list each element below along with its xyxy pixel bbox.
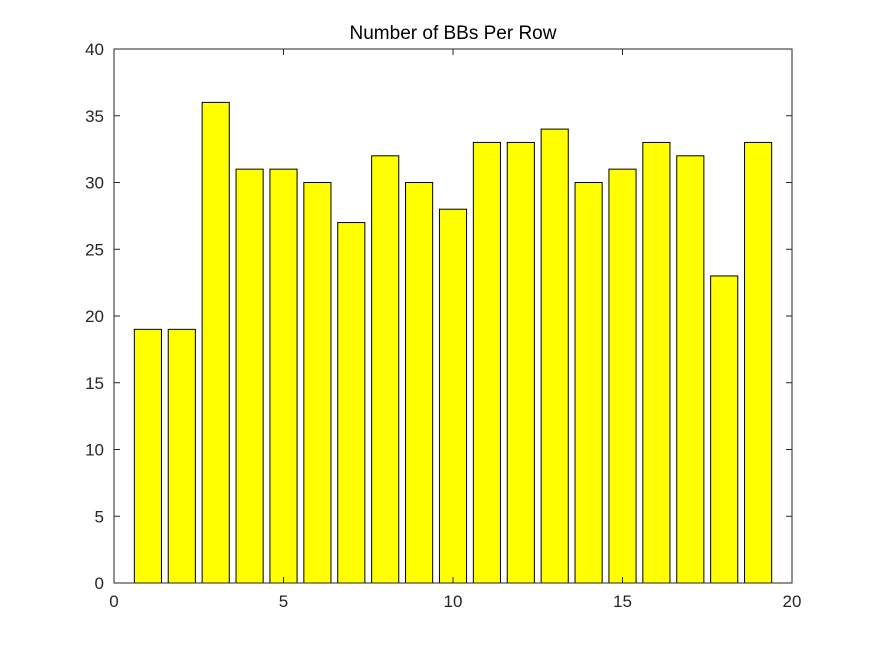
y-tick-label: 30 xyxy=(85,174,104,193)
bar-12 xyxy=(506,141,535,584)
bar-9 xyxy=(405,182,434,584)
bar-15 xyxy=(608,168,637,584)
bar-10 xyxy=(438,208,468,584)
y-tick-label: 5 xyxy=(95,507,104,526)
bar-5 xyxy=(269,168,298,584)
y-tick-label: 35 xyxy=(85,107,104,126)
bar-7 xyxy=(337,222,366,584)
bar-8 xyxy=(371,155,400,584)
bar-18 xyxy=(710,275,739,584)
bars-group xyxy=(133,101,773,584)
bar-3 xyxy=(201,101,230,584)
x-tick-label: 20 xyxy=(783,592,802,611)
y-axis: 0 5 10 15 20 25 30 35 40 xyxy=(85,40,792,593)
x-tick-label: 0 xyxy=(109,592,118,611)
x-axis: 0 5 10 15 20 xyxy=(109,49,801,611)
bar-1 xyxy=(133,328,162,584)
bar-4 xyxy=(235,168,264,584)
x-tick-label: 5 xyxy=(279,592,288,611)
bar-2 xyxy=(167,328,196,584)
y-tick-label: 25 xyxy=(85,240,104,259)
bar-14 xyxy=(574,182,603,584)
bar-6 xyxy=(303,182,332,584)
bar-11 xyxy=(472,141,501,584)
chart-title: Number of BBs Per Row xyxy=(350,23,557,44)
y-tick-label: 15 xyxy=(85,374,104,393)
bar-16 xyxy=(642,141,671,584)
y-tick-label: 0 xyxy=(95,574,104,593)
bar-17 xyxy=(676,155,705,584)
bar-19 xyxy=(744,141,773,584)
y-tick-label: 20 xyxy=(85,307,104,326)
x-tick-label: 10 xyxy=(444,592,463,611)
x-tick-label: 15 xyxy=(613,592,632,611)
bar-13 xyxy=(540,128,569,584)
y-tick-label: 40 xyxy=(85,40,104,59)
y-tick-label: 10 xyxy=(85,441,104,460)
